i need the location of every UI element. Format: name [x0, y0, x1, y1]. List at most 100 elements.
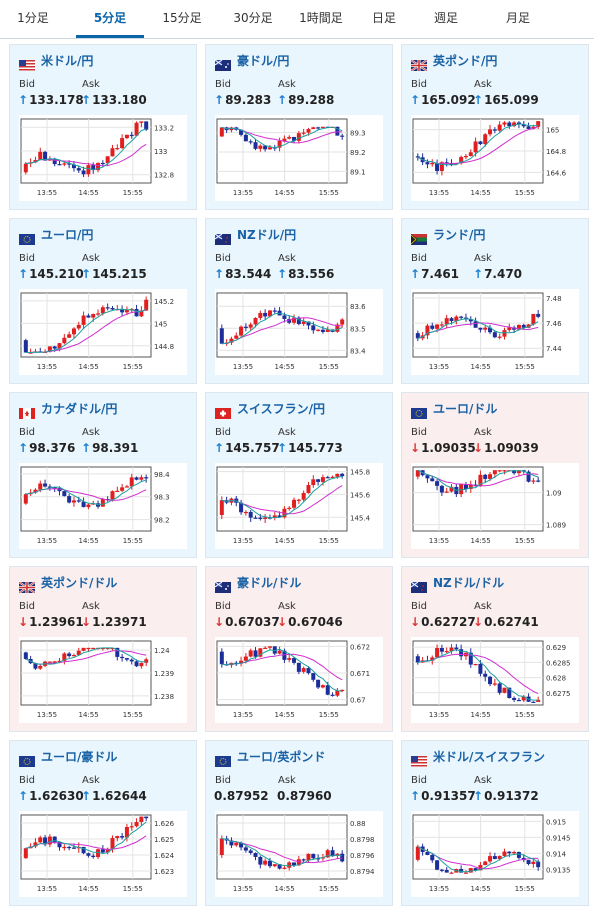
candle	[248, 141, 253, 143]
ma-short-line	[417, 123, 539, 166]
rate-card[interactable]: 米ドル/スイスフラン Bid Ask ↑0.91357 ↑0.91372 0.915 0.9…	[401, 740, 589, 906]
y-tick-label: 132.8	[154, 172, 174, 180]
mini-candle-chart[interactable]: 165 164.8 164.6 13:55 14:55 15:55	[411, 115, 579, 201]
pair-name[interactable]: ユーロ/豪ドル	[41, 750, 118, 764]
bid-price-value: 145.757	[225, 441, 280, 455]
candle	[110, 838, 115, 849]
pair-name[interactable]: ユーロ/円	[41, 228, 94, 242]
candle	[444, 870, 449, 873]
pair-name[interactable]: 英ポンド/ドル	[41, 576, 118, 590]
pair-name[interactable]: 米ドル/円	[41, 54, 94, 68]
candle	[76, 168, 81, 171]
mini-candle-chart[interactable]: 0.629 0.6285 0.628 0.6275 13:55 14:55 15:55	[411, 637, 579, 723]
candle	[502, 122, 507, 125]
mini-candle-chart[interactable]: 145.2 145 144.8 13:55 14:55 15:55	[19, 289, 187, 375]
flag-gb-icon	[18, 578, 36, 594]
rate-card[interactable]: ランド/円 Bid Ask ↑7.461 ↑7.470 7.48 7.46 7.44 13:55…	[401, 218, 589, 384]
mini-candle-chart[interactable]: 0.88 0.8798 0.8796 0.8794 13:55 14:55 15:55	[215, 811, 383, 897]
tab-7[interactable]: 週足	[433, 11, 458, 25]
candle	[415, 333, 420, 339]
rate-card[interactable]: NZドル/ドル Bid Ask ↓0.62727 ↓0.62741 0.629 0.6285…	[401, 566, 589, 732]
rate-card[interactable]: 豪ドル/円 Bid Ask ↑89.283 ↑89.288 89.3 89.2 89.1 13:…	[205, 44, 393, 210]
ask-label: Ask	[474, 601, 492, 612]
candle	[415, 656, 420, 663]
ask-price-value: 98.391	[92, 441, 139, 455]
candle	[340, 319, 345, 325]
candle	[62, 846, 67, 849]
candle	[67, 163, 72, 165]
rate-card[interactable]: 英ポンド/ドル Bid Ask ↓1.23961 ↓1.23971 1.24 1.239 1.…	[9, 566, 197, 732]
candle	[483, 134, 488, 145]
candle	[144, 299, 149, 311]
candle	[435, 481, 440, 486]
mini-candle-chart[interactable]: 0.915 0.9145 0.914 0.9135 13:55 14:55 15:55	[411, 811, 579, 897]
tab-2[interactable]: 5分足	[76, 0, 144, 38]
y-tick-label: 1.089	[546, 522, 566, 530]
pair-name[interactable]: ユーロ/英ポンド	[237, 750, 326, 764]
pair-name[interactable]: 豪ドル/円	[237, 54, 290, 68]
candle	[134, 477, 139, 480]
rate-card[interactable]: NZドル/円 Bid Ask ↑83.544 ↑83.556 83.6 83.5 83.4 13…	[205, 218, 393, 384]
bid-price: 0.87952	[214, 789, 269, 803]
pair-name[interactable]: 米ドル/スイスフラン	[433, 750, 546, 764]
pair-name[interactable]: 英ポンド/円	[433, 54, 498, 68]
candle	[124, 134, 129, 139]
mini-candle-chart[interactable]: 1.626 1.625 1.624 1.623 13:55 14:55 15:55	[19, 811, 187, 897]
candle	[134, 122, 139, 136]
mini-candle-chart[interactable]: 0.672 0.671 0.67 13:55 14:55 15:55	[215, 637, 383, 723]
candle	[430, 657, 435, 661]
tab-6[interactable]: 日足	[371, 11, 396, 25]
mini-candle-chart[interactable]: 83.6 83.5 83.4 13:55 14:55 15:55	[215, 289, 383, 375]
mini-candle-chart[interactable]: 145.8 145.6 145.4 13:55 14:55 15:55	[215, 463, 383, 549]
pair-name[interactable]: 豪ドル/ドル	[237, 576, 302, 590]
candle	[234, 842, 239, 846]
mini-candle-chart[interactable]: 1.24 1.239 1.238 13:55 14:55 15:55	[19, 637, 187, 723]
pair-name[interactable]: カナダドル/円	[41, 402, 118, 416]
candle	[234, 662, 239, 664]
tab-5[interactable]: 1時間足	[299, 11, 343, 25]
y-tick-label: 7.48	[546, 295, 562, 303]
pair-name[interactable]: スイスフラン/円	[237, 402, 326, 416]
bid-price: ↑133.178	[18, 93, 84, 107]
candle	[234, 335, 239, 339]
rate-card[interactable]: ユーロ/ドル Bid Ask ↓1.09035 ↓1.09039 1.09 1.089 13:…	[401, 392, 589, 558]
candle	[52, 158, 57, 165]
rate-card[interactable]: スイスフラン/円 Bid Ask ↑145.757 ↑145.773 145.8 145.6…	[205, 392, 393, 558]
mini-candle-chart[interactable]: 133.2 133 132.8 13:55 14:55 15:55	[19, 115, 187, 201]
candle	[306, 853, 311, 861]
candle	[306, 668, 311, 674]
tab-1[interactable]: 1分足	[17, 11, 49, 25]
mini-candle-chart[interactable]: 89.3 89.2 89.1 13:55 14:55 15:55	[215, 115, 383, 201]
rate-card[interactable]: カナダドル/円 Bid Ask ↑98.376 ↑98.391 98.4 98.3 98.2 1…	[9, 392, 197, 558]
tab-3[interactable]: 15分足	[162, 11, 202, 25]
candle	[340, 473, 345, 477]
candle	[258, 312, 263, 318]
candle	[516, 324, 521, 330]
rate-card[interactable]: ユーロ/英ポンド Bid Ask 0.87952 0.87960 0.88 0.8798 0.…	[205, 740, 393, 906]
pair-name[interactable]: ユーロ/ドル	[433, 402, 498, 416]
mini-candle-chart[interactable]: 7.48 7.46 7.44 13:55 14:55 15:55	[411, 289, 579, 375]
rate-card[interactable]: 英ポンド/円 Bid Ask ↑165.092 ↑165.099 165 164.8 164.…	[401, 44, 589, 210]
candle	[531, 701, 536, 703]
pair-name[interactable]: NZドル/円	[237, 228, 297, 242]
rate-card[interactable]: ユーロ/豪ドル Bid Ask ↑1.62630 ↑1.62644 1.626 1.625 1…	[9, 740, 197, 906]
ask-price: ↓0.62741	[473, 615, 539, 629]
x-tick-label: 15:55	[123, 711, 143, 719]
candle	[287, 507, 292, 509]
rate-card[interactable]: 豪ドル/ドル Bid Ask ↓0.67037 ↓0.67046 0.672 0.671 0.…	[205, 566, 393, 732]
rate-card[interactable]: 米ドル/円 Bid Ask ↑133.178 ↑133.180 133.2 133 132.8…	[9, 44, 197, 210]
candle	[105, 848, 110, 853]
pair-name[interactable]: ランド/円	[433, 228, 486, 242]
candle	[86, 165, 91, 175]
tab-4[interactable]: 30分足	[233, 11, 273, 25]
candle	[277, 140, 282, 148]
pair-name[interactable]: NZドル/ドル	[433, 576, 505, 590]
mini-candle-chart[interactable]: 98.4 98.3 98.2 13:55 14:55 15:55	[19, 463, 187, 549]
tab-8[interactable]: 月足	[505, 11, 530, 25]
candle	[444, 491, 449, 493]
x-tick-label: 14:55	[275, 189, 295, 197]
bid-label: Bid	[19, 253, 35, 264]
mini-candle-chart[interactable]: 1.09 1.089 13:55 14:55 15:55	[411, 463, 579, 549]
rate-card[interactable]: ユーロ/円 Bid Ask ↑145.210 ↑145.215 145.2 145 144.8…	[9, 218, 197, 384]
candle	[497, 336, 502, 338]
